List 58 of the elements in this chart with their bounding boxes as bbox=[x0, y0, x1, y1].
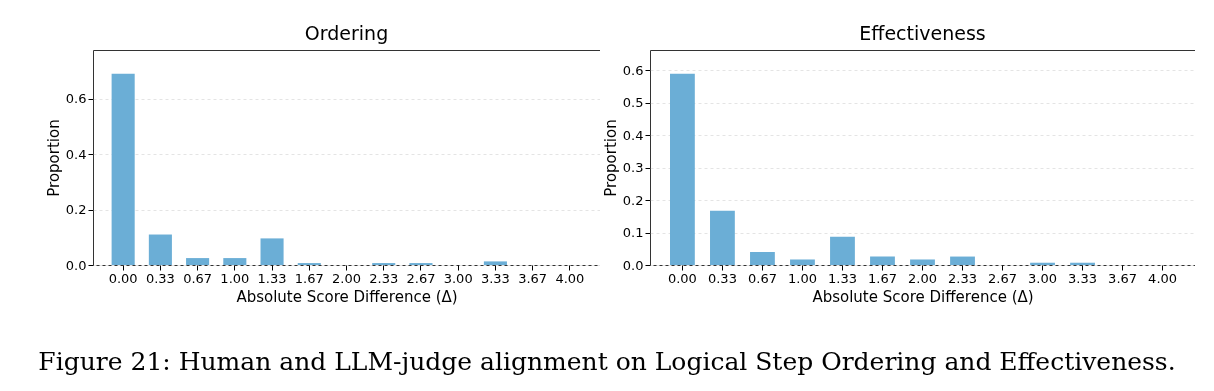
x-tick-label: 2.33 bbox=[948, 270, 977, 286]
bar bbox=[223, 258, 247, 265]
x-tick-label: 4.00 bbox=[555, 270, 585, 286]
y-tick-label: 0.3 bbox=[622, 160, 644, 176]
caption: Figure 21: Human and LLM-judge alignment on Logical Step Ordering and Effectiveness. bbox=[37, 347, 1177, 376]
x-tick-label: 2.00 bbox=[332, 270, 361, 286]
x-tick-label: 3.00 bbox=[1028, 270, 1058, 286]
x-tick-label: 2.67 bbox=[988, 270, 1018, 286]
bar bbox=[186, 258, 210, 265]
x-tick-label: 1.00 bbox=[787, 270, 817, 286]
bar bbox=[148, 234, 172, 265]
x-tick-label: 2.33 bbox=[369, 270, 399, 286]
y-axis-title: Proportion bbox=[601, 119, 620, 197]
x-tick-label: 0.67 bbox=[183, 270, 213, 286]
bar bbox=[950, 256, 975, 265]
bar bbox=[670, 73, 695, 265]
x-tick-label: 1.33 bbox=[827, 270, 857, 286]
bar bbox=[870, 256, 895, 265]
x-tick-label: 1.67 bbox=[294, 270, 324, 286]
x-tick-label: 3.00 bbox=[443, 270, 473, 286]
y-tick-label: 0.6 bbox=[65, 91, 87, 107]
chart-title: Ordering bbox=[304, 22, 389, 44]
bar bbox=[260, 238, 284, 265]
y-tick-label: 0.6 bbox=[622, 62, 644, 78]
y-tick-label: 0.0 bbox=[65, 257, 87, 273]
x-tick-label: 0.00 bbox=[667, 270, 697, 286]
x-tick-label: 3.33 bbox=[480, 270, 510, 286]
x-tick-label: 1.33 bbox=[257, 270, 287, 286]
x-tick-label: 0.00 bbox=[108, 270, 138, 286]
x-axis-title: Absolute Score Difference (Δ) bbox=[812, 287, 1034, 306]
x-tick-label: 3.67 bbox=[1108, 270, 1138, 286]
x-tick-label: 1.00 bbox=[220, 270, 250, 286]
x-tick-label: 2.00 bbox=[908, 270, 937, 286]
y-tick-label: 0.4 bbox=[65, 146, 87, 162]
x-tick-label: 0.33 bbox=[707, 270, 737, 286]
x-axis-title: Absolute Score Difference (Δ) bbox=[236, 287, 458, 306]
x-tick-label: 4.00 bbox=[1148, 270, 1178, 286]
y-tick-label: 0.0 bbox=[622, 257, 644, 273]
bar bbox=[910, 259, 935, 265]
bar bbox=[710, 210, 735, 265]
chart-title: Effectiveness bbox=[859, 22, 986, 44]
x-tick-label: 2.67 bbox=[406, 270, 436, 286]
bar bbox=[830, 236, 855, 265]
y-tick-label: 0.5 bbox=[622, 95, 644, 111]
y-axis-title: Proportion bbox=[44, 119, 63, 197]
y-tick-label: 0.4 bbox=[622, 127, 644, 143]
bar bbox=[750, 252, 775, 265]
bar bbox=[483, 261, 507, 265]
y-tick-label: 0.2 bbox=[65, 202, 87, 218]
x-tick-label: 1.67 bbox=[868, 270, 897, 286]
y-tick-label: 0.1 bbox=[622, 225, 644, 241]
bar bbox=[790, 259, 815, 265]
x-tick-label: 3.67 bbox=[518, 270, 548, 286]
x-tick-label: 0.33 bbox=[145, 270, 175, 286]
bar bbox=[111, 73, 135, 265]
x-tick-label: 0.67 bbox=[747, 270, 777, 286]
y-tick-label: 0.2 bbox=[622, 192, 644, 208]
x-tick-label: 3.33 bbox=[1068, 270, 1098, 286]
